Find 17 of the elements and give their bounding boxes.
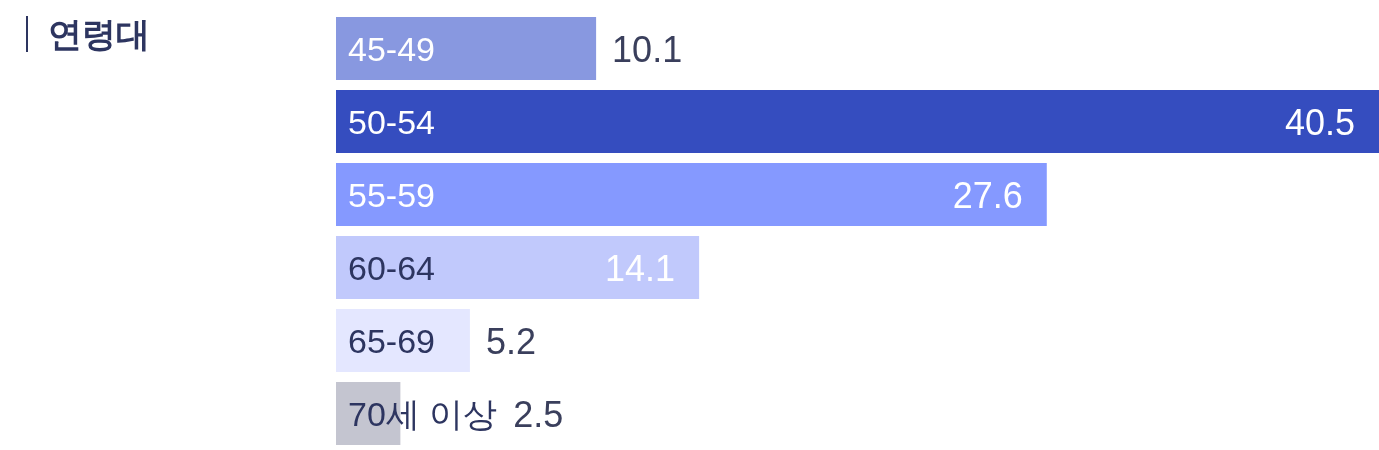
y-tick-label: 50-54 [348, 102, 435, 141]
y-tick-label: 70세 이상 [348, 394, 498, 433]
data-label: 14.1 [605, 247, 676, 289]
data-label: 27.6 [952, 174, 1023, 216]
y-tick-label: 55-59 [348, 175, 435, 214]
y-tick-label: 45-49 [348, 29, 435, 68]
data-label: 40.5 [1284, 101, 1355, 143]
bar [336, 163, 1047, 226]
y-tick-label: 60-64 [348, 248, 435, 287]
chart-title: 연령대 [26, 15, 150, 53]
data-label: 2.5 [513, 393, 564, 435]
data-label: 5.2 [485, 320, 536, 362]
bar [336, 17, 597, 80]
y-tick-label: 65-69 [348, 321, 435, 360]
data-label: 10.1 [612, 28, 683, 70]
bar [336, 236, 700, 299]
bar [336, 90, 1379, 153]
